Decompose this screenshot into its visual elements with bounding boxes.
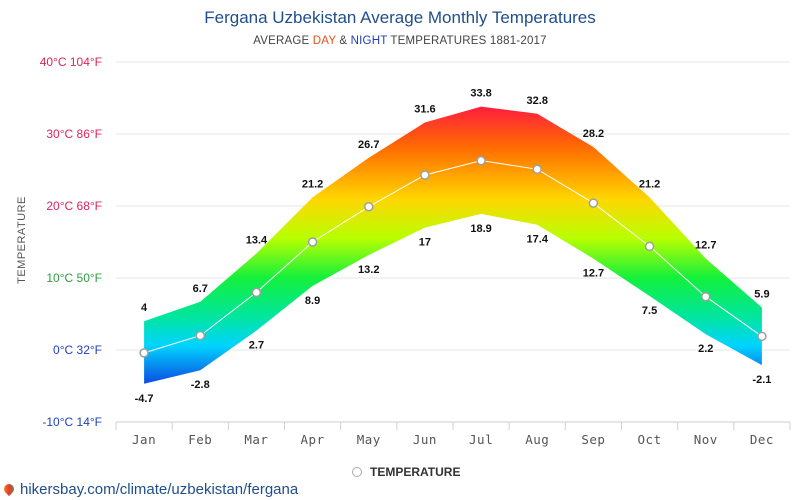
x-tick-label: Jul <box>469 432 493 447</box>
legend-dot-icon <box>352 467 362 477</box>
chart-title: Fergana Uzbekistan Average Monthly Tempe… <box>204 8 596 27</box>
legend-label: TEMPERATURE <box>370 465 461 479</box>
night-value-label: 13.2 <box>358 264 379 276</box>
y-tick-label: 0°C 32°F <box>53 343 102 357</box>
source-link[interactable]: hikersbay.com/climate/uzbekistan/fergana <box>1 481 299 498</box>
source-text: hikersbay.com/climate/uzbekistan/fergana <box>20 481 299 498</box>
chart-subtitle: AVERAGE DAY & NIGHT TEMPERATURES 1881-20… <box>0 35 800 47</box>
night-value-label: 12.7 <box>583 268 604 280</box>
day-night-band <box>144 106 762 384</box>
legend[interactable]: TEMPERATURE <box>352 465 460 479</box>
temperature-point[interactable] <box>364 201 374 212</box>
temperature-point[interactable] <box>644 241 655 252</box>
day-value-label: 32.8 <box>527 95 548 107</box>
night-value-label: 2.2 <box>698 343 713 355</box>
y-axis-title: TEMPERATURE <box>16 196 28 284</box>
temperature-point[interactable] <box>588 198 599 208</box>
x-tick-label: Sep <box>581 432 605 447</box>
x-tick-label: Nov <box>694 432 718 447</box>
y-tick-label: -10°C 14°F <box>42 415 102 429</box>
day-value-label: 13.4 <box>246 235 268 247</box>
temperature-point[interactable] <box>701 291 711 302</box>
temperature-point[interactable] <box>307 237 318 247</box>
y-tick-label: 10°C 50°F <box>46 271 102 285</box>
x-tick-label: Jun <box>413 432 437 447</box>
x-tick-label: May <box>357 432 381 447</box>
x-tick-label: Apr <box>301 432 325 447</box>
day-value-label: 31.6 <box>414 103 435 115</box>
temperature-point[interactable] <box>195 330 205 341</box>
subtitle-day: DAY <box>312 35 336 47</box>
x-tick-label: Mar <box>244 432 268 447</box>
subtitle-night: NIGHT <box>350 35 388 47</box>
night-value-label: 7.5 <box>642 305 657 317</box>
day-value-label: 33.8 <box>470 88 491 100</box>
day-value-label: 6.7 <box>193 283 208 295</box>
temperature-point[interactable] <box>757 331 767 342</box>
temperature-point[interactable] <box>476 155 486 166</box>
night-value-label: -2.8 <box>191 379 210 391</box>
y-tick-label: 40°C 104°F <box>40 55 102 69</box>
day-value-label: 21.2 <box>302 178 323 190</box>
day-value-label: 21.2 <box>639 178 660 190</box>
x-tick-label: Jan <box>132 432 156 447</box>
day-value-label: 26.7 <box>358 139 379 151</box>
day-value-label: 4 <box>141 302 148 314</box>
y-tick-label: 20°C 68°F <box>46 199 102 213</box>
label-layer: 4 6.7 13.4 21.2 26.7 31.6 33.8 32.8 28.2 21.2 12.7… <box>135 88 772 405</box>
day-value-label: 12.7 <box>695 240 716 252</box>
night-value-label: 17.4 <box>527 234 549 246</box>
night-value-label: -4.7 <box>135 393 154 405</box>
x-tick-label: Aug <box>525 432 549 447</box>
band-layer <box>144 106 762 384</box>
day-value-label: 28.2 <box>583 128 604 140</box>
subtitle-suffix: TEMPERATURES 1881-2017 <box>387 35 547 47</box>
night-value-label: -2.1 <box>752 374 771 386</box>
temperature-point[interactable] <box>251 287 262 298</box>
x-tick-label: Dec <box>750 432 774 447</box>
x-tick-label: Feb <box>188 432 212 447</box>
line-layer <box>139 155 767 358</box>
temperature-point[interactable] <box>420 170 430 180</box>
temperature-line <box>143 160 763 354</box>
night-value-label: 8.9 <box>305 295 320 307</box>
night-value-label: 18.9 <box>470 223 491 235</box>
subtitle-amp: & <box>335 35 351 47</box>
subtitle-prefix: AVERAGE <box>253 35 313 47</box>
night-value-label: 17 <box>419 237 431 249</box>
temperature-point[interactable] <box>139 348 149 358</box>
day-value-label: 5.9 <box>754 289 769 301</box>
night-value-label: 2.7 <box>249 340 264 352</box>
temperature-point[interactable] <box>532 164 542 175</box>
y-tick-label: 30°C 86°F <box>46 127 102 141</box>
map-pin-icon <box>1 481 17 496</box>
x-tick-label: Oct <box>638 432 662 447</box>
